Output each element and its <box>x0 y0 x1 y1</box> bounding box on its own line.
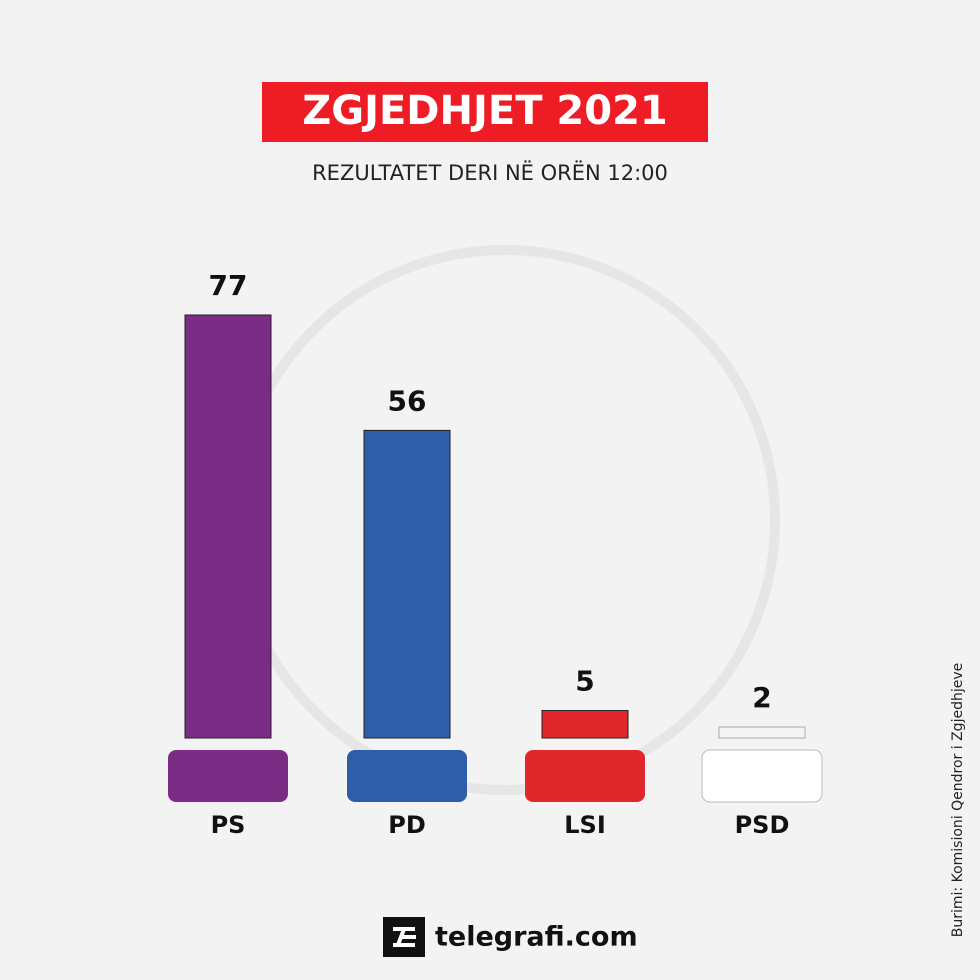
party-logo <box>525 750 645 802</box>
value-label: 56 <box>388 384 427 417</box>
x-tick-label: PS <box>211 811 246 839</box>
bar <box>363 429 451 739</box>
brand: telegrafi.com <box>435 922 638 953</box>
brand-icon-mark <box>393 927 416 947</box>
bar <box>184 314 272 739</box>
title-box <box>262 82 708 142</box>
party-logo <box>168 750 288 802</box>
party-logo <box>701 749 823 803</box>
value-label: 2 <box>752 681 771 714</box>
chart-title: ZGJEDHJET 2021 <box>302 88 667 134</box>
party-logo <box>347 750 467 802</box>
bar <box>718 726 806 739</box>
x-tick-label: LSI <box>564 811 606 839</box>
x-tick-label: PD <box>388 811 426 839</box>
x-tick-label: PSD <box>735 811 790 839</box>
value-label: 77 <box>209 269 248 302</box>
source: Burimi: Komisioni Qendror i Zgjedhjeve <box>950 663 966 937</box>
value-label: 5 <box>575 665 594 698</box>
chart-subtitle: REZULTATET DERI NË ORËN 12:00 <box>312 160 668 185</box>
bar <box>541 710 629 739</box>
